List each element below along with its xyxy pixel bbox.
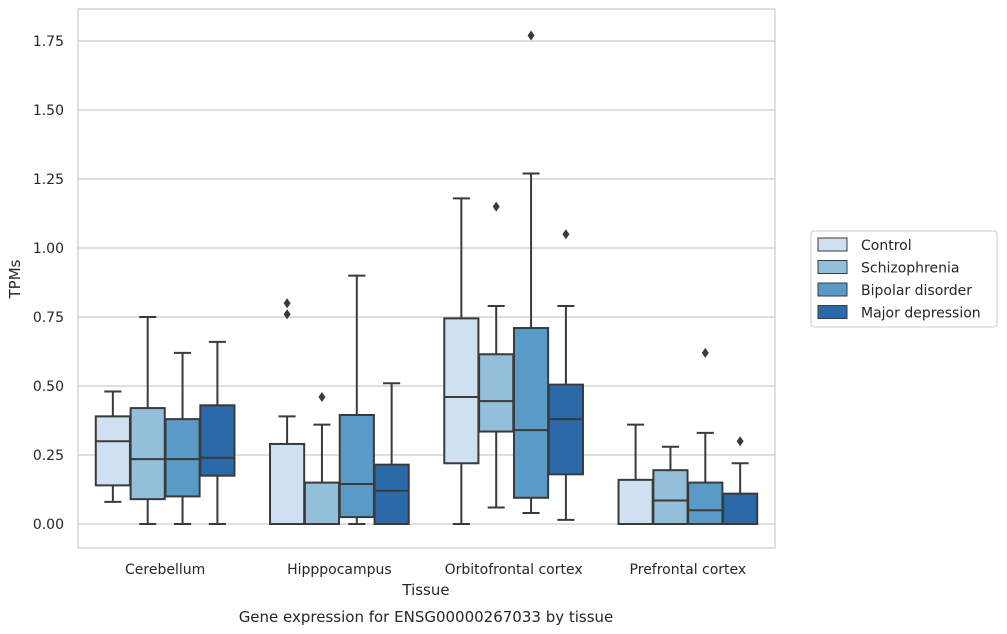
outlier-point — [318, 392, 326, 403]
outlier-point — [283, 298, 291, 309]
box-iqr — [652, 469, 689, 525]
y-tick-label: 1.75 — [33, 34, 64, 50]
plot-frame — [77, 8, 776, 549]
box-iqr — [547, 383, 584, 476]
outlier-point — [527, 30, 535, 41]
box-iqr — [303, 481, 341, 526]
box-iqr — [94, 415, 131, 487]
box-iqr — [443, 317, 480, 465]
legend-swatch — [817, 282, 848, 297]
box-major-depression — [373, 382, 410, 526]
outlier-point — [736, 436, 744, 447]
box-major-depression — [199, 340, 236, 525]
x-tick-label: Prefrontal cortex — [630, 562, 747, 578]
x-axis-ticks: Cerebellum Hipppocampus Orbitofrontal cort… — [125, 562, 746, 578]
outlier-point — [562, 229, 570, 240]
box-iqr — [269, 442, 306, 525]
box-iqr — [164, 418, 201, 498]
box-series — [94, 30, 759, 526]
box-control — [443, 197, 480, 525]
box-iqr — [129, 407, 166, 501]
legend-swatch — [817, 237, 848, 252]
box-schizophrenia — [303, 392, 341, 526]
box-iqr — [687, 481, 724, 526]
box-control — [269, 298, 306, 525]
box-iqr — [373, 463, 410, 526]
box-major-depression — [722, 436, 759, 526]
outlier-point — [701, 347, 709, 358]
y-tick-label: 0.25 — [33, 448, 64, 464]
box-bipolar-disorder — [338, 274, 375, 525]
y-axis-ticks: 0.00 0.25 0.50 0.75 1.00 1.25 1.50 1.75 — [33, 34, 64, 533]
y-tick-label: 1.50 — [33, 103, 64, 119]
box-iqr — [617, 478, 654, 525]
legend-label: Bipolar disorder — [861, 283, 972, 299]
y-tick-label: 0.50 — [33, 379, 64, 395]
box-iqr — [338, 413, 375, 519]
box-control — [94, 390, 131, 503]
x-tick-label: Orbitofrontal cortex — [445, 562, 583, 578]
box-major-depression — [547, 229, 584, 521]
outlier-point — [283, 309, 291, 320]
y-tick-label: 1.00 — [33, 241, 64, 257]
box-iqr — [199, 404, 236, 477]
legend-label: Control — [861, 238, 912, 254]
box-schizophrenia — [478, 201, 515, 509]
box-bipolar-disorder — [164, 351, 201, 525]
x-tick-label: Hipppocampus — [287, 562, 392, 578]
legend-frame — [810, 230, 998, 328]
box-iqr — [478, 353, 515, 433]
legend: Control Schizophrenia Bipolar disorder Majo… — [810, 230, 998, 328]
box-iqr — [512, 327, 550, 499]
box-schizophrenia — [129, 316, 166, 525]
box-iqr — [722, 492, 759, 526]
legend-label: Major depression — [861, 306, 981, 322]
legend-swatch — [817, 260, 848, 274]
legend-swatch — [817, 305, 848, 319]
x-tick-label: Cerebellum — [125, 562, 205, 578]
y-axis-label: TPMs — [6, 259, 24, 299]
y-tick-label: 0.00 — [33, 517, 64, 533]
outlier-point — [492, 201, 500, 212]
chart-caption: Gene expression for ENSG00000267033 by t… — [239, 608, 614, 626]
box-schizophrenia — [652, 445, 689, 525]
box-bipolar-disorder — [512, 30, 550, 514]
y-tick-label: 0.75 — [33, 310, 64, 326]
legend-label: Schizophrenia — [861, 261, 959, 277]
x-axis-label: Tissue — [401, 581, 449, 599]
y-tick-label: 1.25 — [33, 172, 64, 188]
